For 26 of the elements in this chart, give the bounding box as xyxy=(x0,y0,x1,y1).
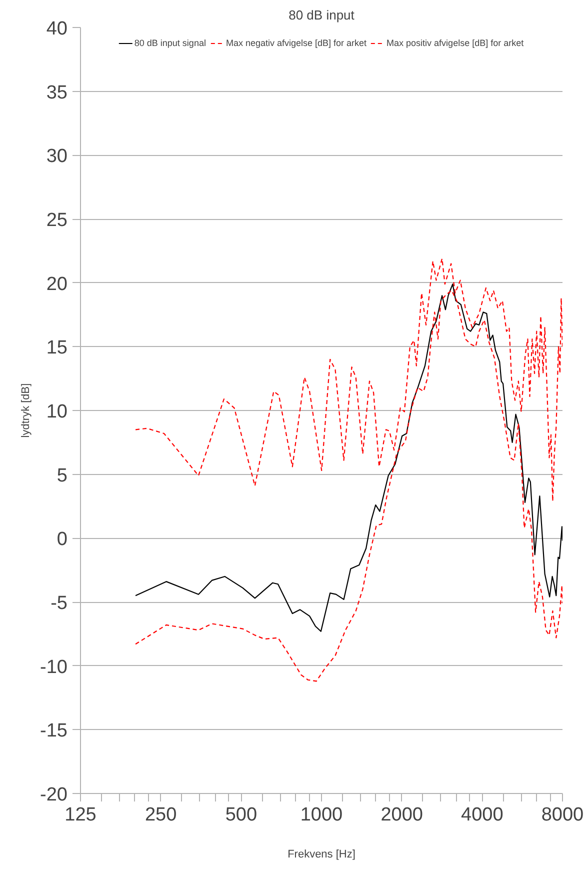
y-tick-label: -5 xyxy=(50,593,68,614)
x-axis-title: Frekvens [Hz] xyxy=(288,848,356,860)
chart-title: 80 dB input xyxy=(288,8,355,22)
y-tick-label: 35 xyxy=(46,82,68,104)
y-tick-label: -15 xyxy=(40,720,68,742)
y-tick-label: 5 xyxy=(56,465,68,486)
y-axis-title: lydtryk [dB] xyxy=(20,383,32,438)
y-tick-label: 25 xyxy=(46,210,68,231)
legend-label: Max positiv afvigelse [dB] for arket xyxy=(386,38,524,48)
y-tick-label: 20 xyxy=(46,274,68,295)
y-tick-label: 15 xyxy=(46,338,68,359)
legend-label: 80 dB input signal xyxy=(134,38,206,48)
x-tick-label: 4000 xyxy=(461,804,504,826)
x-tick-label: 500 xyxy=(225,804,258,826)
x-tick-label: 2000 xyxy=(380,804,423,826)
y-tick-label: 0 xyxy=(56,529,68,550)
y-tick-label: 40 xyxy=(46,18,68,40)
x-tick-label: 125 xyxy=(64,804,96,826)
x-tick-label: 1000 xyxy=(300,804,343,826)
y-tick-label: -20 xyxy=(40,784,68,806)
legend-label: Max negativ afvigelse [dB] for arket xyxy=(226,38,367,48)
y-tick-label: 10 xyxy=(46,402,68,422)
x-tick-label: 250 xyxy=(144,804,177,826)
x-tick-label: 8000 xyxy=(541,804,584,826)
y-tick-label: 30 xyxy=(46,146,68,168)
y-tick-label: -10 xyxy=(40,656,68,678)
